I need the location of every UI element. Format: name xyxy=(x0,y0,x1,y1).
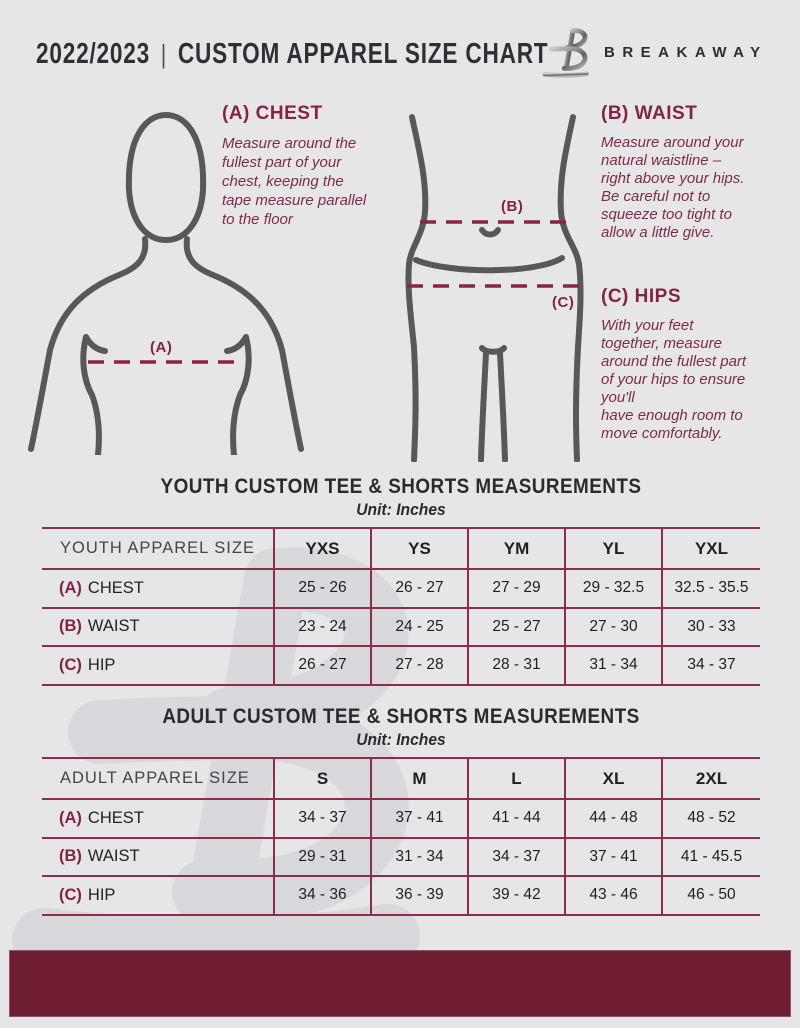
youth-section-subtitle: Unit: Inches xyxy=(356,500,446,519)
measurement-value-cell: 23 - 24 xyxy=(273,606,371,646)
size-column-header: YXL xyxy=(661,528,760,570)
breakaway-logo-icon xyxy=(540,23,598,81)
diagram-label-waist: (B) xyxy=(501,198,524,215)
brand-name: BREAKAWAY xyxy=(604,44,768,61)
measurement-row: (C) HIP 34 - 36 36 - 39 39 - 42 43 - 46 46 - 5… xyxy=(42,875,760,915)
size-header-row: ADULT APPAREL SIZE S M L XL 2XL xyxy=(42,758,760,800)
measurement-key: (A) xyxy=(59,808,82,827)
size-column-header: XL xyxy=(564,758,662,800)
diagram-label-chest: (A) xyxy=(150,339,173,356)
measurement-row: (B) WAIST 23 - 24 24 - 25 25 - 27 27 - 30 30 -… xyxy=(42,606,760,646)
measurement-value-cell: 43 - 46 xyxy=(564,875,662,915)
chest-body-text: Measure around the fullest part of your … xyxy=(222,135,367,228)
measurement-key: (B) xyxy=(59,617,82,636)
measurement-name: HIP xyxy=(87,885,116,904)
size-column-header: M xyxy=(370,758,468,800)
measurement-value-cell: 25 - 26 xyxy=(273,568,371,608)
measurement-label-cell: (A) CHEST xyxy=(42,568,274,608)
size-column-header: S xyxy=(273,758,371,800)
size-column-header: YL xyxy=(564,528,662,570)
measurement-name: WAIST xyxy=(87,847,140,866)
size-column-header: 2XL xyxy=(661,758,760,800)
measurement-value-cell: 27 - 28 xyxy=(370,645,468,685)
measurement-value-cell: 41 - 44 xyxy=(467,798,565,838)
measurement-name: WAIST xyxy=(87,617,140,636)
measurement-value-cell: 30 - 33 xyxy=(661,606,760,646)
measurement-row: (B) WAIST 29 - 31 31 - 34 34 - 37 37 - 41 41 -… xyxy=(42,836,760,876)
measurement-key: (B) xyxy=(59,847,82,866)
measurement-value-cell: 29 - 32.5 xyxy=(564,568,662,608)
measurement-label-cell: (C) HIP xyxy=(42,875,274,915)
measurement-value-cell: 44 - 48 xyxy=(564,798,662,838)
measurement-value-cell: 34 - 37 xyxy=(273,798,371,838)
measurement-label-cell: (C) HIP xyxy=(42,645,274,685)
size-column-header: YS xyxy=(370,528,468,570)
measurement-value-cell: 28 - 31 xyxy=(467,645,565,685)
measurement-row: (A) CHEST 25 - 26 26 - 27 27 - 29 29 - 32.5 32… xyxy=(42,568,760,608)
size-column-header: YM xyxy=(467,528,565,570)
title-divider: | xyxy=(160,39,167,69)
chest-measurement-diagram xyxy=(28,112,304,455)
measurement-value-cell: 41 - 45.5 xyxy=(661,836,760,876)
measurement-value-cell: 31 - 34 xyxy=(564,645,662,685)
adult-size-table: ADULT APPAREL SIZE S M L XL 2XL (A) CHEST 34 - 3… xyxy=(42,757,760,916)
waist-body-text: Measure around your natural waistline – … xyxy=(601,134,745,241)
youth-size-section: YOUTH CUSTOM TEE & SHORTS MEASUREMENTS U… xyxy=(0,475,800,686)
measurement-value-cell: 34 - 36 xyxy=(273,875,371,915)
measurement-key: (A) xyxy=(59,578,82,597)
youth-section-title: YOUTH CUSTOM TEE & SHORTS MEASUREMENTS xyxy=(160,475,642,498)
measurement-label-cell: (B) WAIST xyxy=(42,606,274,646)
waist-heading: (B) WAIST xyxy=(601,103,698,124)
youth-size-table: YOUTH APPAREL SIZE YXS YS YM YL YXL (A) CHEST 25… xyxy=(42,527,760,686)
measurement-value-cell: 26 - 27 xyxy=(273,645,371,685)
size-header-row: YOUTH APPAREL SIZE YXS YS YM YL YXL xyxy=(42,528,760,570)
measurement-value-cell: 34 - 37 xyxy=(467,836,565,876)
hips-heading: (C) HIPS xyxy=(601,286,681,307)
footer-bar xyxy=(9,950,791,1017)
measurement-value-cell: 27 - 30 xyxy=(564,606,662,646)
chest-heading: (A) CHEST xyxy=(222,103,323,124)
waist-instructions: (B) WAIST Measure around your natural wa… xyxy=(601,103,796,242)
measurement-key: (C) xyxy=(59,655,82,674)
measurement-value-cell: 32.5 - 35.5 xyxy=(661,568,760,608)
measurement-value-cell: 36 - 39 xyxy=(370,875,468,915)
measurement-name: CHEST xyxy=(87,578,144,597)
apparel-size-header-cell: ADULT APPAREL SIZE xyxy=(42,758,274,800)
measurement-value-cell: 37 - 41 xyxy=(564,836,662,876)
measurement-value-cell: 48 - 52 xyxy=(661,798,760,838)
measurement-key: (C) xyxy=(59,885,82,904)
adult-section-title: ADULT CUSTOM TEE & SHORTS MEASUREMENTS xyxy=(162,705,640,728)
measurement-value-cell: 37 - 41 xyxy=(370,798,468,838)
measurement-value-cell: 27 - 29 xyxy=(467,568,565,608)
measurement-label-cell: (B) WAIST xyxy=(42,836,274,876)
diagram-label-hips: (C) xyxy=(552,294,575,311)
measurement-row: (C) HIP 26 - 27 27 - 28 28 - 31 31 - 34 34 - 3… xyxy=(42,645,760,685)
measurement-value-cell: 26 - 27 xyxy=(370,568,468,608)
hips-body-text: With your feet together, measure around … xyxy=(601,317,747,442)
adult-size-section: ADULT CUSTOM TEE & SHORTS MEASUREMENTS U… xyxy=(0,705,800,916)
measurement-value-cell: 46 - 50 xyxy=(661,875,760,915)
measurement-name: HIP xyxy=(87,655,116,674)
measurement-value-cell: 29 - 31 xyxy=(273,836,371,876)
measurement-value-cell: 25 - 27 xyxy=(467,606,565,646)
page-title-text: CUSTOM APPAREL SIZE CHART xyxy=(177,38,549,70)
apparel-size-header-cell: YOUTH APPAREL SIZE xyxy=(42,528,274,570)
measurement-label-cell: (A) CHEST xyxy=(42,798,274,838)
hips-instructions: (C) HIPS With your feet together, measur… xyxy=(601,286,800,443)
measurement-name: CHEST xyxy=(87,808,144,827)
adult-section-subtitle: Unit: Inches xyxy=(356,730,446,749)
measurement-value-cell: 31 - 34 xyxy=(370,836,468,876)
size-column-header: YXS xyxy=(273,528,371,570)
measurement-value-cell: 34 - 37 xyxy=(661,645,760,685)
waist-hips-measurement-diagram xyxy=(405,114,584,462)
size-column-header: L xyxy=(467,758,565,800)
measurement-row: (A) CHEST 34 - 37 37 - 41 41 - 44 44 - 48 48 -… xyxy=(42,798,760,838)
measurement-value-cell: 39 - 42 xyxy=(467,875,565,915)
season-year: 2022/2023 xyxy=(36,38,150,70)
page-title: 2022/2023 | CUSTOM APPAREL SIZE CHART xyxy=(36,38,548,71)
measurement-value-cell: 24 - 25 xyxy=(370,606,468,646)
chest-instructions: (A) CHEST Measure around the fullest par… xyxy=(222,103,407,229)
